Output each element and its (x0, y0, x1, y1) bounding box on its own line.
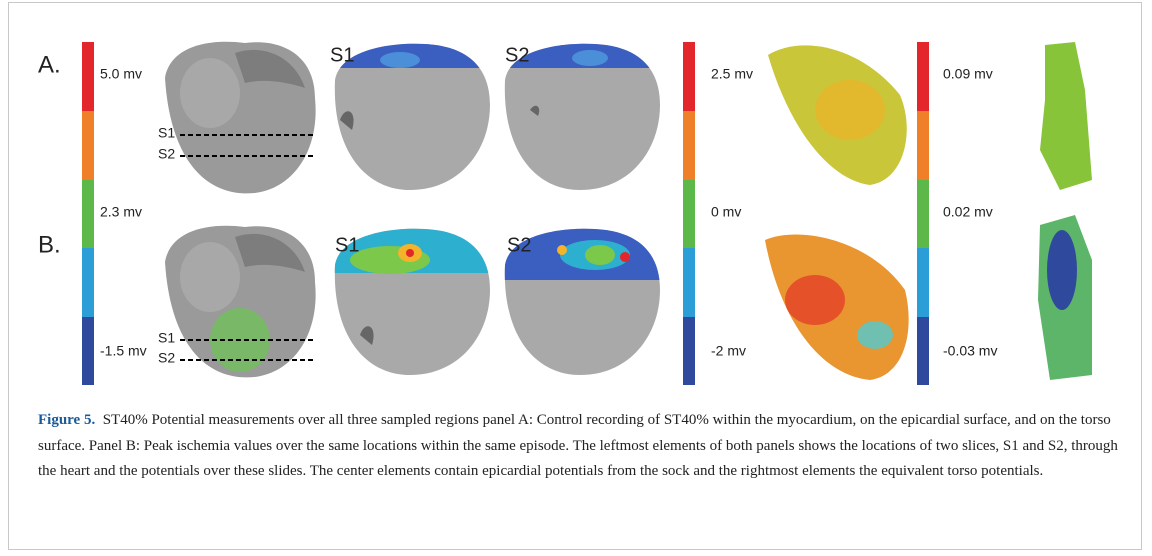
epicardial-highlight (785, 275, 845, 325)
colorbar-label: 5.0 mv (100, 66, 142, 82)
epicardial-highlight (815, 80, 885, 140)
caption-text: ST40% Potential measurements over all th… (38, 412, 1118, 479)
epicardial-highlight (857, 321, 893, 349)
colorbar (683, 42, 695, 385)
colorbar (917, 42, 929, 385)
colorbar-label: 2.5 mv (711, 66, 753, 82)
colorbar-label: 0.09 mv (943, 66, 993, 82)
section-marker: S2 (158, 350, 175, 366)
colorbar-label: -0.03 mv (943, 343, 997, 359)
slice-title: S2 (505, 44, 529, 66)
section-marker: S1 (158, 330, 175, 346)
panel-label: A. (38, 51, 61, 78)
torso-highlight (1047, 230, 1077, 310)
slice-title: S2 (507, 234, 531, 256)
slice-title: S1 (335, 234, 359, 256)
figure: 5.0 mv 2.3 mv -1.5 mv 2.5 mv 0 mv -2 mv … (0, 0, 1152, 400)
caption: Figure 5. ST40% Potential measurements o… (38, 408, 1123, 485)
colorbar-label: 2.3 mv (100, 204, 142, 220)
panel-label: B. (38, 231, 61, 258)
page: 5.0 mv 2.3 mv -1.5 mv 2.5 mv 0 mv -2 mv … (0, 0, 1152, 556)
section-marker: S2 (158, 146, 175, 162)
heart-model (165, 42, 316, 194)
colorbar-label: -2 mv (711, 343, 746, 359)
torso-surface (1040, 42, 1092, 190)
slice-title: S1 (330, 44, 354, 66)
section-marker: S1 (158, 125, 175, 141)
colorbar-label: -1.5 mv (100, 343, 147, 359)
colorbar-label: 0 mv (711, 204, 741, 220)
colorbar-label: 0.02 mv (943, 204, 993, 220)
colorbar (82, 42, 94, 385)
caption-label: Figure 5. (38, 412, 95, 428)
